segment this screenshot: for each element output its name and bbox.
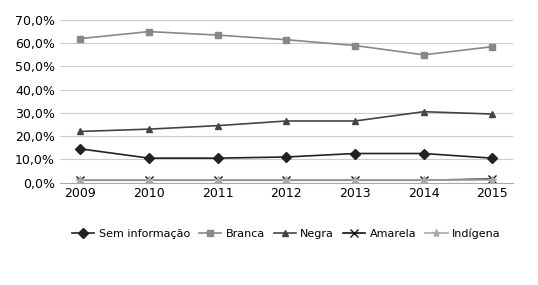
Line: Indígena: Indígena [76,176,497,184]
Indígena [77,178,84,182]
Amarela [283,178,289,182]
Negra [352,119,358,123]
Indígena [489,178,495,182]
Branca [77,37,84,40]
Branca [215,33,221,37]
Branca [489,45,495,48]
Negra [146,127,152,131]
Negra [489,112,495,116]
Legend: Sem informação, Branca, Negra, Amarela, Indígena: Sem informação, Branca, Negra, Amarela, … [68,224,505,243]
Negra [77,130,84,133]
Amarela [215,178,221,182]
Indígena [352,178,358,182]
Sem informação [215,156,221,160]
Branca [352,44,358,47]
Amarela [352,178,358,182]
Sem informação [420,152,427,155]
Branca [283,38,289,41]
Indígena [215,178,221,182]
Negra [283,119,289,123]
Amarela [420,178,427,182]
Sem informação [489,156,495,160]
Amarela [146,178,152,182]
Branca [146,30,152,33]
Sem informação [146,156,152,160]
Sem informação [283,155,289,159]
Line: Amarela: Amarela [76,175,497,184]
Amarela [489,177,495,181]
Amarela [77,178,84,182]
Sem informação [352,152,358,155]
Indígena [283,178,289,182]
Negra [420,110,427,113]
Line: Sem informação: Sem informação [77,145,495,162]
Indígena [420,178,427,182]
Negra [215,124,221,127]
Sem informação [77,147,84,150]
Branca [420,53,427,56]
Line: Branca: Branca [77,28,495,58]
Indígena [146,178,152,182]
Line: Negra: Negra [77,108,495,135]
